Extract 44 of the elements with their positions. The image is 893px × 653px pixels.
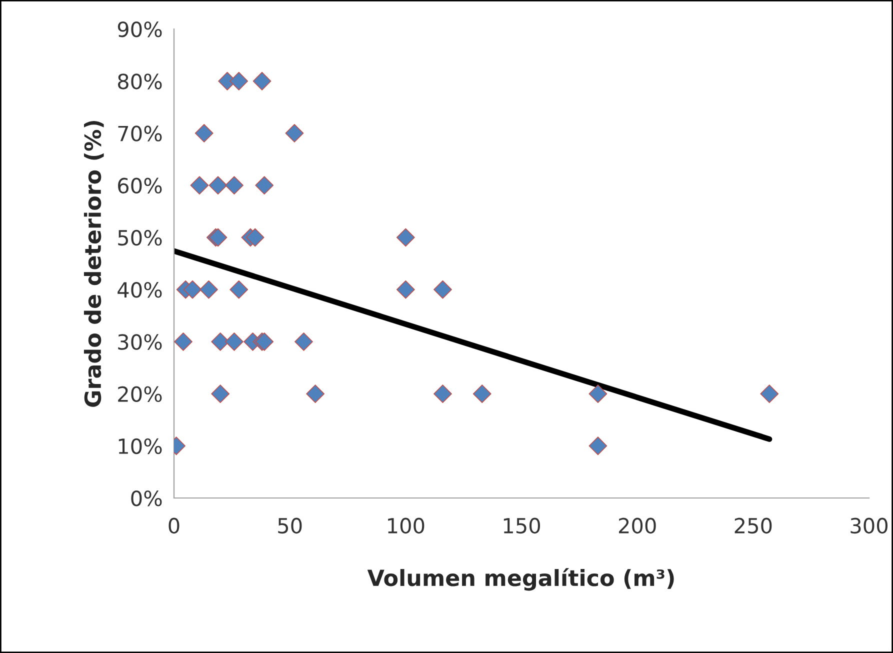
point <box>174 332 192 351</box>
point <box>225 332 244 351</box>
point <box>285 124 304 142</box>
x-tick-label: 100 <box>388 518 424 534</box>
y-tick-label: 40% <box>118 282 162 298</box>
point <box>396 228 415 247</box>
point <box>200 280 218 299</box>
point <box>434 280 452 299</box>
y-tick-label: 0% <box>131 490 162 506</box>
point <box>230 72 248 90</box>
x-tick-label: 0 <box>168 518 180 534</box>
point <box>208 176 228 195</box>
y-axis-title: Grado de deterioro (%) <box>84 120 104 407</box>
x-tick-label: 50 <box>278 518 302 534</box>
x-axis-title: Volumen megalítico (m³) <box>367 568 674 591</box>
point <box>211 384 230 403</box>
point <box>190 176 209 195</box>
point <box>252 72 272 90</box>
x-tick-label: 200 <box>618 518 656 534</box>
y-tick-label: 10% <box>118 438 162 454</box>
point <box>588 436 608 456</box>
y-tick-label: 80% <box>118 74 162 90</box>
x-tick-label: 250 <box>734 518 772 534</box>
point <box>396 280 415 299</box>
point <box>183 280 202 299</box>
y-tick-label: 50% <box>118 230 162 246</box>
y-tick-label: 90% <box>118 21 162 38</box>
point <box>294 332 313 351</box>
point <box>588 384 608 403</box>
y-tick-label: 60% <box>118 178 162 194</box>
point <box>255 176 274 195</box>
point <box>246 228 264 247</box>
y-tick-label: 30% <box>118 334 162 350</box>
y-tick-label: 20% <box>118 386 162 402</box>
point <box>225 176 244 195</box>
point <box>472 384 492 403</box>
x-tick-label: 150 <box>504 518 540 534</box>
point <box>194 124 214 142</box>
point <box>306 384 325 403</box>
x-tick-label: 300 <box>850 518 888 534</box>
point <box>760 384 779 403</box>
y-tick-label: 70% <box>118 126 162 142</box>
point <box>230 280 248 299</box>
point <box>434 384 452 403</box>
